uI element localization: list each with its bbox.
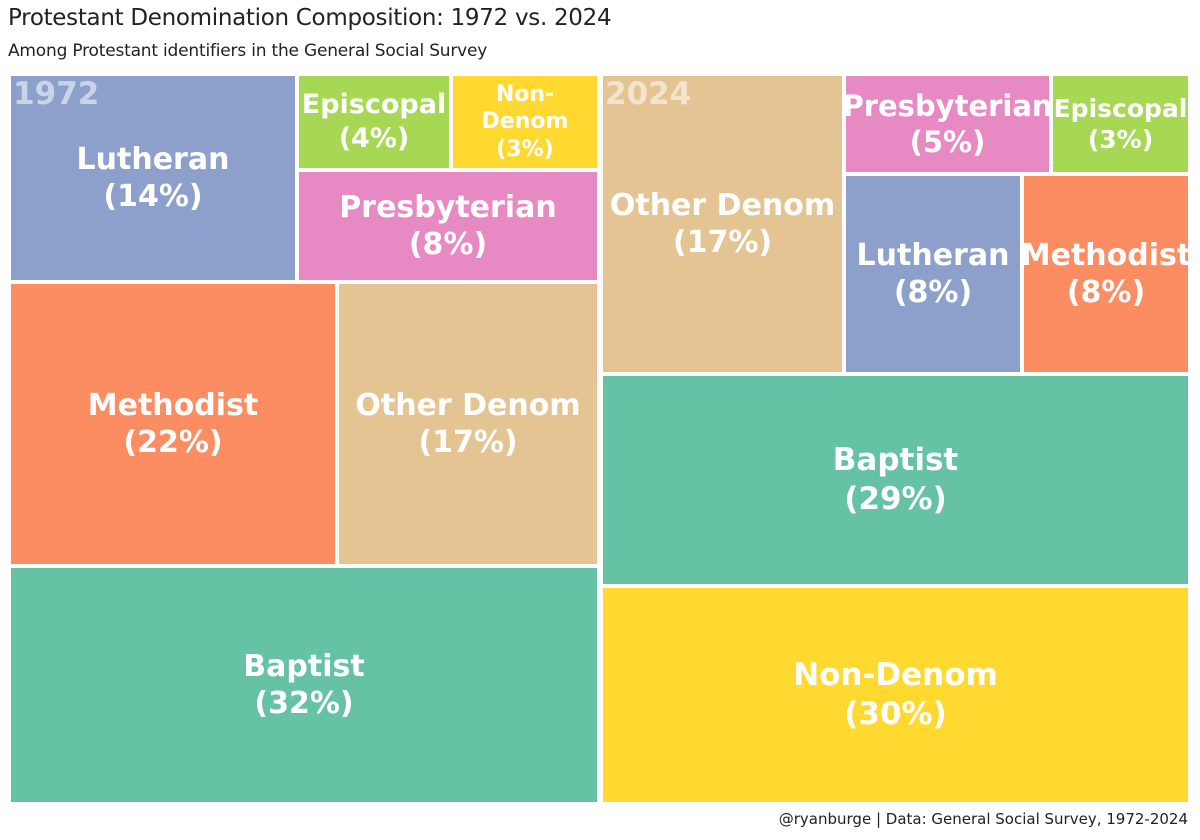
tile-label-lutheran-2024: Lutheran (8%) [856, 237, 1010, 311]
chart-caption: @ryanburge | Data: General Social Survey… [778, 810, 1188, 828]
tile-label-episcopal-2024: Episcopal (3%) [1053, 93, 1188, 154]
tile-presbyterian-2024: Presbyterian (5%) [844, 74, 1051, 174]
tile-baptist-2024: Baptist (29%) [601, 374, 1190, 586]
tile-lutheran-2024: Lutheran (8%) [844, 174, 1022, 374]
treemap-panel-2024: Non-Denom (30%) Baptist (29%) Other Denom … [601, 74, 1190, 804]
tile-baptist-1972: Baptist (32%) [9, 566, 599, 804]
tile-label-methodist-1972: Methodist (22%) [87, 387, 259, 461]
tile-label-baptist-1972: Baptist (32%) [243, 648, 365, 722]
tile-label-non-denom-2024: Non-Denom (30%) [793, 657, 998, 732]
tile-label-presbyterian-2024: Presbyterian (5%) [844, 88, 1051, 159]
chart-subtitle: Among Protestant identifiers in the Gene… [8, 41, 488, 61]
tile-methodist-1972: Methodist (22%) [9, 282, 337, 566]
tile-label-other-denom-1972: Other Denom (17%) [355, 387, 581, 461]
tile-non-denom-1972: Non- Denom (3%) [451, 74, 599, 170]
tile-label-lutheran-1972: Lutheran (14%) [76, 141, 230, 215]
tile-presbyterian-1972: Presbyterian (8%) [297, 170, 599, 282]
tile-lutheran-1972: Lutheran (14%) [9, 74, 297, 282]
tile-methodist-2024: Methodist (8%) [1022, 174, 1190, 374]
tile-non-denom-2024: Non-Denom (30%) [601, 586, 1190, 804]
tile-other-denom-1972: Other Denom (17%) [337, 282, 599, 566]
tile-episcopal-1972: Episcopal (4%) [297, 74, 451, 170]
tile-other-denom-2024: Other Denom (17%) [601, 74, 844, 374]
tile-episcopal-2024: Episcopal (3%) [1051, 74, 1190, 174]
tile-label-non-denom-1972: Non- Denom (3%) [481, 81, 569, 162]
tile-label-methodist-2024: Methodist (8%) [1022, 237, 1190, 311]
tile-label-other-denom-2024: Other Denom (17%) [609, 187, 836, 261]
tile-label-baptist-2024: Baptist (29%) [832, 442, 959, 517]
tile-label-presbyterian-1972: Presbyterian (8%) [339, 189, 557, 263]
chart-title: Protestant Denomination Composition: 197… [8, 5, 612, 31]
treemap-panel-1972: Baptist (32%) Methodist (22%) Other Denom … [9, 74, 599, 804]
tile-label-episcopal-1972: Episcopal (4%) [301, 89, 447, 154]
